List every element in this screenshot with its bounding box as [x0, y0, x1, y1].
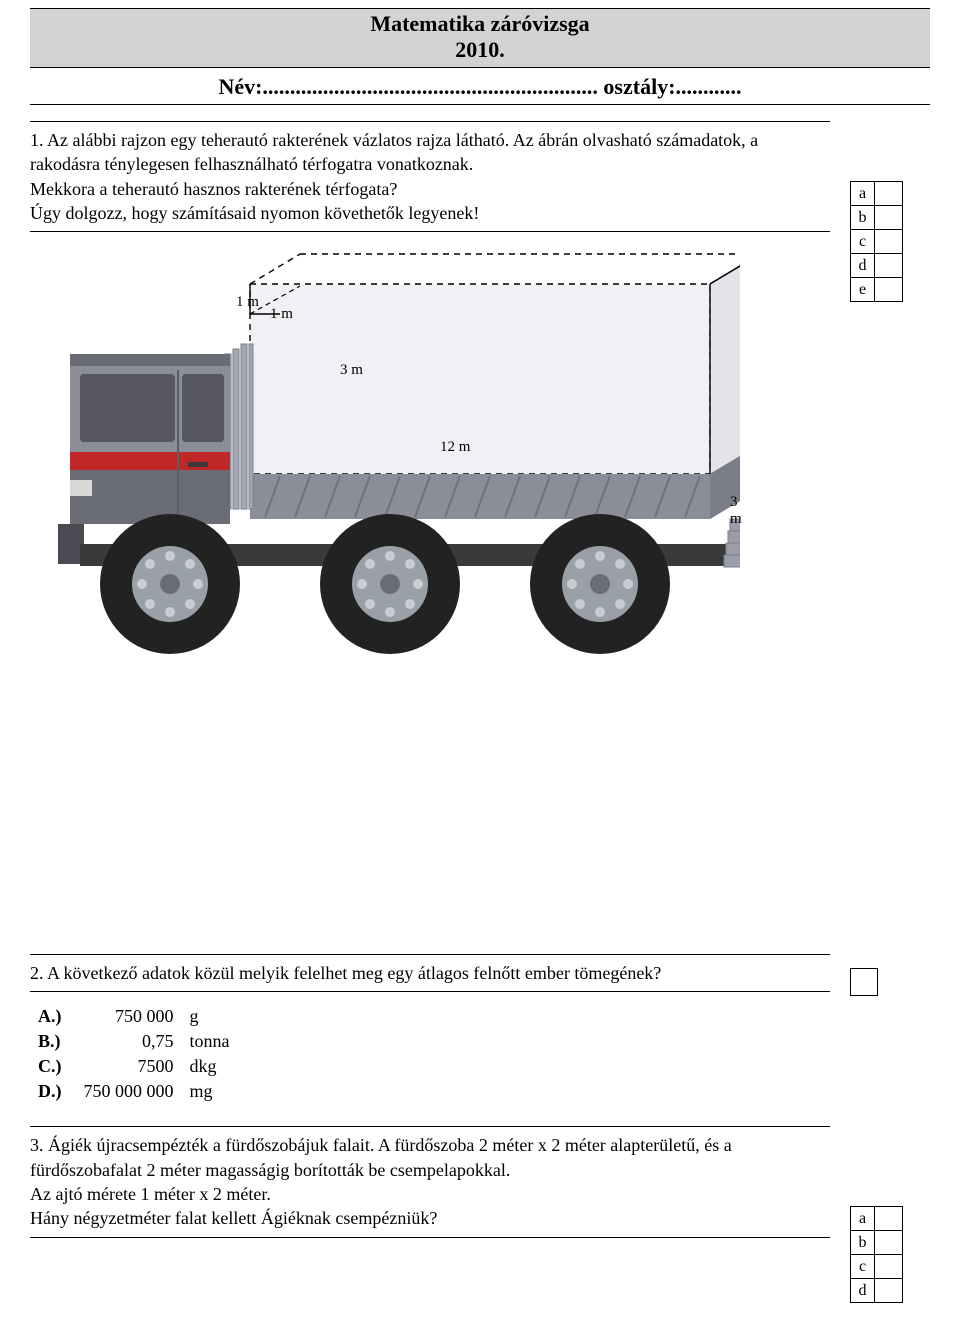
option-value: 7500 [78, 1056, 188, 1079]
option-row: B.) 0,75 tonna [38, 1031, 244, 1054]
q2-answer-box[interactable] [850, 968, 878, 996]
score-cell[interactable] [875, 1207, 903, 1231]
option-unit: dkg [190, 1056, 244, 1079]
option-row: C.) 7500 dkg [38, 1056, 244, 1079]
score-row[interactable]: c [851, 1255, 903, 1279]
score-row[interactable]: c [851, 230, 903, 254]
score-cell[interactable] [875, 254, 903, 278]
dim-1m-a: 1 m [236, 294, 259, 311]
q1-score-table[interactable]: abcde [850, 181, 903, 302]
score-row[interactable]: d [851, 1279, 903, 1303]
score-label: a [851, 182, 875, 206]
score-row[interactable]: a [851, 1207, 903, 1231]
score-row[interactable]: d [851, 254, 903, 278]
option-row: D.) 750 000 000 mg [38, 1081, 244, 1104]
option-label: A.) [38, 1006, 76, 1029]
option-label: D.) [38, 1081, 76, 1104]
score-row[interactable]: e [851, 278, 903, 302]
score-cell[interactable] [875, 206, 903, 230]
dim-1m-b: 1 m [270, 306, 293, 323]
q3-text: 3. Ágiék újracsempézték a fürdőszobájuk … [30, 1133, 830, 1230]
score-label: d [851, 254, 875, 278]
score-cell[interactable] [875, 1279, 903, 1303]
score-label: e [851, 278, 875, 302]
name-class-row[interactable]: Név:....................................… [30, 74, 930, 105]
score-cell[interactable] [875, 278, 903, 302]
q1-block: 1. Az alábbi rajzon egy teherautó rakter… [30, 121, 830, 232]
q3-block: 3. Ágiék újracsempézték a fürdőszobájuk … [30, 1126, 830, 1237]
q2-text: 2. A következő adatok közül melyik felel… [30, 961, 830, 985]
score-label: b [851, 1231, 875, 1255]
score-label: b [851, 206, 875, 230]
q2-block: 2. A következő adatok közül melyik felel… [30, 954, 830, 992]
score-cell[interactable] [875, 230, 903, 254]
option-row: A.) 750 000 g [38, 1006, 244, 1029]
q2-options: A.) 750 000 gB.) 0,75 tonnaC.) 7500 dkgD… [36, 1004, 246, 1106]
exam-title-1: Matematika záróvizsga [30, 11, 930, 37]
score-row[interactable]: b [851, 206, 903, 230]
score-label: a [851, 1207, 875, 1231]
option-value: 0,75 [78, 1031, 188, 1054]
option-label: C.) [38, 1056, 76, 1079]
exam-title-2: 2010. [30, 37, 930, 63]
q1-text: 1. Az alábbi rajzon egy teherautó rakter… [30, 128, 830, 225]
option-value: 750 000 000 [78, 1081, 188, 1104]
score-label: d [851, 1279, 875, 1303]
score-cell[interactable] [875, 182, 903, 206]
q3-score-table[interactable]: abcd [850, 1206, 903, 1303]
score-label: c [851, 1255, 875, 1279]
score-cell[interactable] [875, 1255, 903, 1279]
dim-3m-w: 3 m [730, 494, 742, 528]
dim-12m: 12 m [440, 439, 470, 456]
dim-3m-h: 3 m [340, 362, 363, 379]
option-label: B.) [38, 1031, 76, 1054]
option-unit: mg [190, 1081, 244, 1104]
score-row[interactable]: a [851, 182, 903, 206]
truck-svg [40, 244, 740, 674]
score-row[interactable]: b [851, 1231, 903, 1255]
truck-figure: 1 m 1 m 3 m 12 m 3 m [40, 244, 740, 674]
score-cell[interactable] [875, 1231, 903, 1255]
option-unit: g [190, 1006, 244, 1029]
score-label: c [851, 230, 875, 254]
exam-header: Matematika záróvizsga 2010. [30, 8, 930, 68]
option-unit: tonna [190, 1031, 244, 1054]
option-value: 750 000 [78, 1006, 188, 1029]
